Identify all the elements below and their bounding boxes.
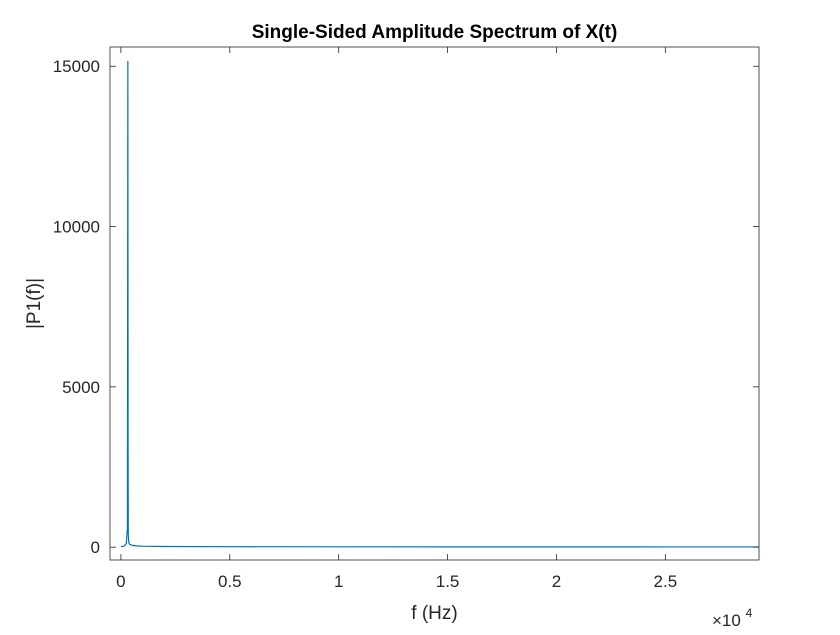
x-axis-exponent-power: 4: [746, 606, 753, 620]
series-line-0: [120, 60, 759, 548]
y-tick-label-1: 5000: [62, 378, 100, 397]
x-axis-exponent: ×10 4: [712, 606, 753, 630]
x-tick-label-5: 2.5: [654, 572, 678, 591]
x-axis-label: f (Hz): [411, 603, 457, 624]
y-tick-label-3: 15000: [53, 57, 100, 76]
y-tick-label-0: 0: [91, 538, 100, 557]
x-tick-label-1: 0.5: [218, 572, 242, 591]
x-axis-exponent-base: ×10: [712, 611, 741, 630]
y-tick-label-2: 10000: [53, 218, 100, 237]
x-tick-label-3: 1.5: [436, 572, 460, 591]
x-tick-label-0: 0: [116, 572, 125, 591]
axes-box: [109, 46, 760, 561]
x-axis-ticks: 0 0.5 1 1.5 2 2.5: [116, 47, 677, 591]
x-tick-label-2: 1: [334, 572, 343, 591]
x-tick-label-4: 2: [552, 572, 561, 591]
y-axis-label: |P1(f)|: [24, 278, 45, 329]
chart-title: Single-Sided Amplitude Spectrum of X(t): [252, 22, 618, 43]
plot-area: [110, 47, 759, 560]
series-layer: [120, 60, 759, 548]
y-axis-ticks: 0 5000 10000 15000: [53, 57, 759, 557]
